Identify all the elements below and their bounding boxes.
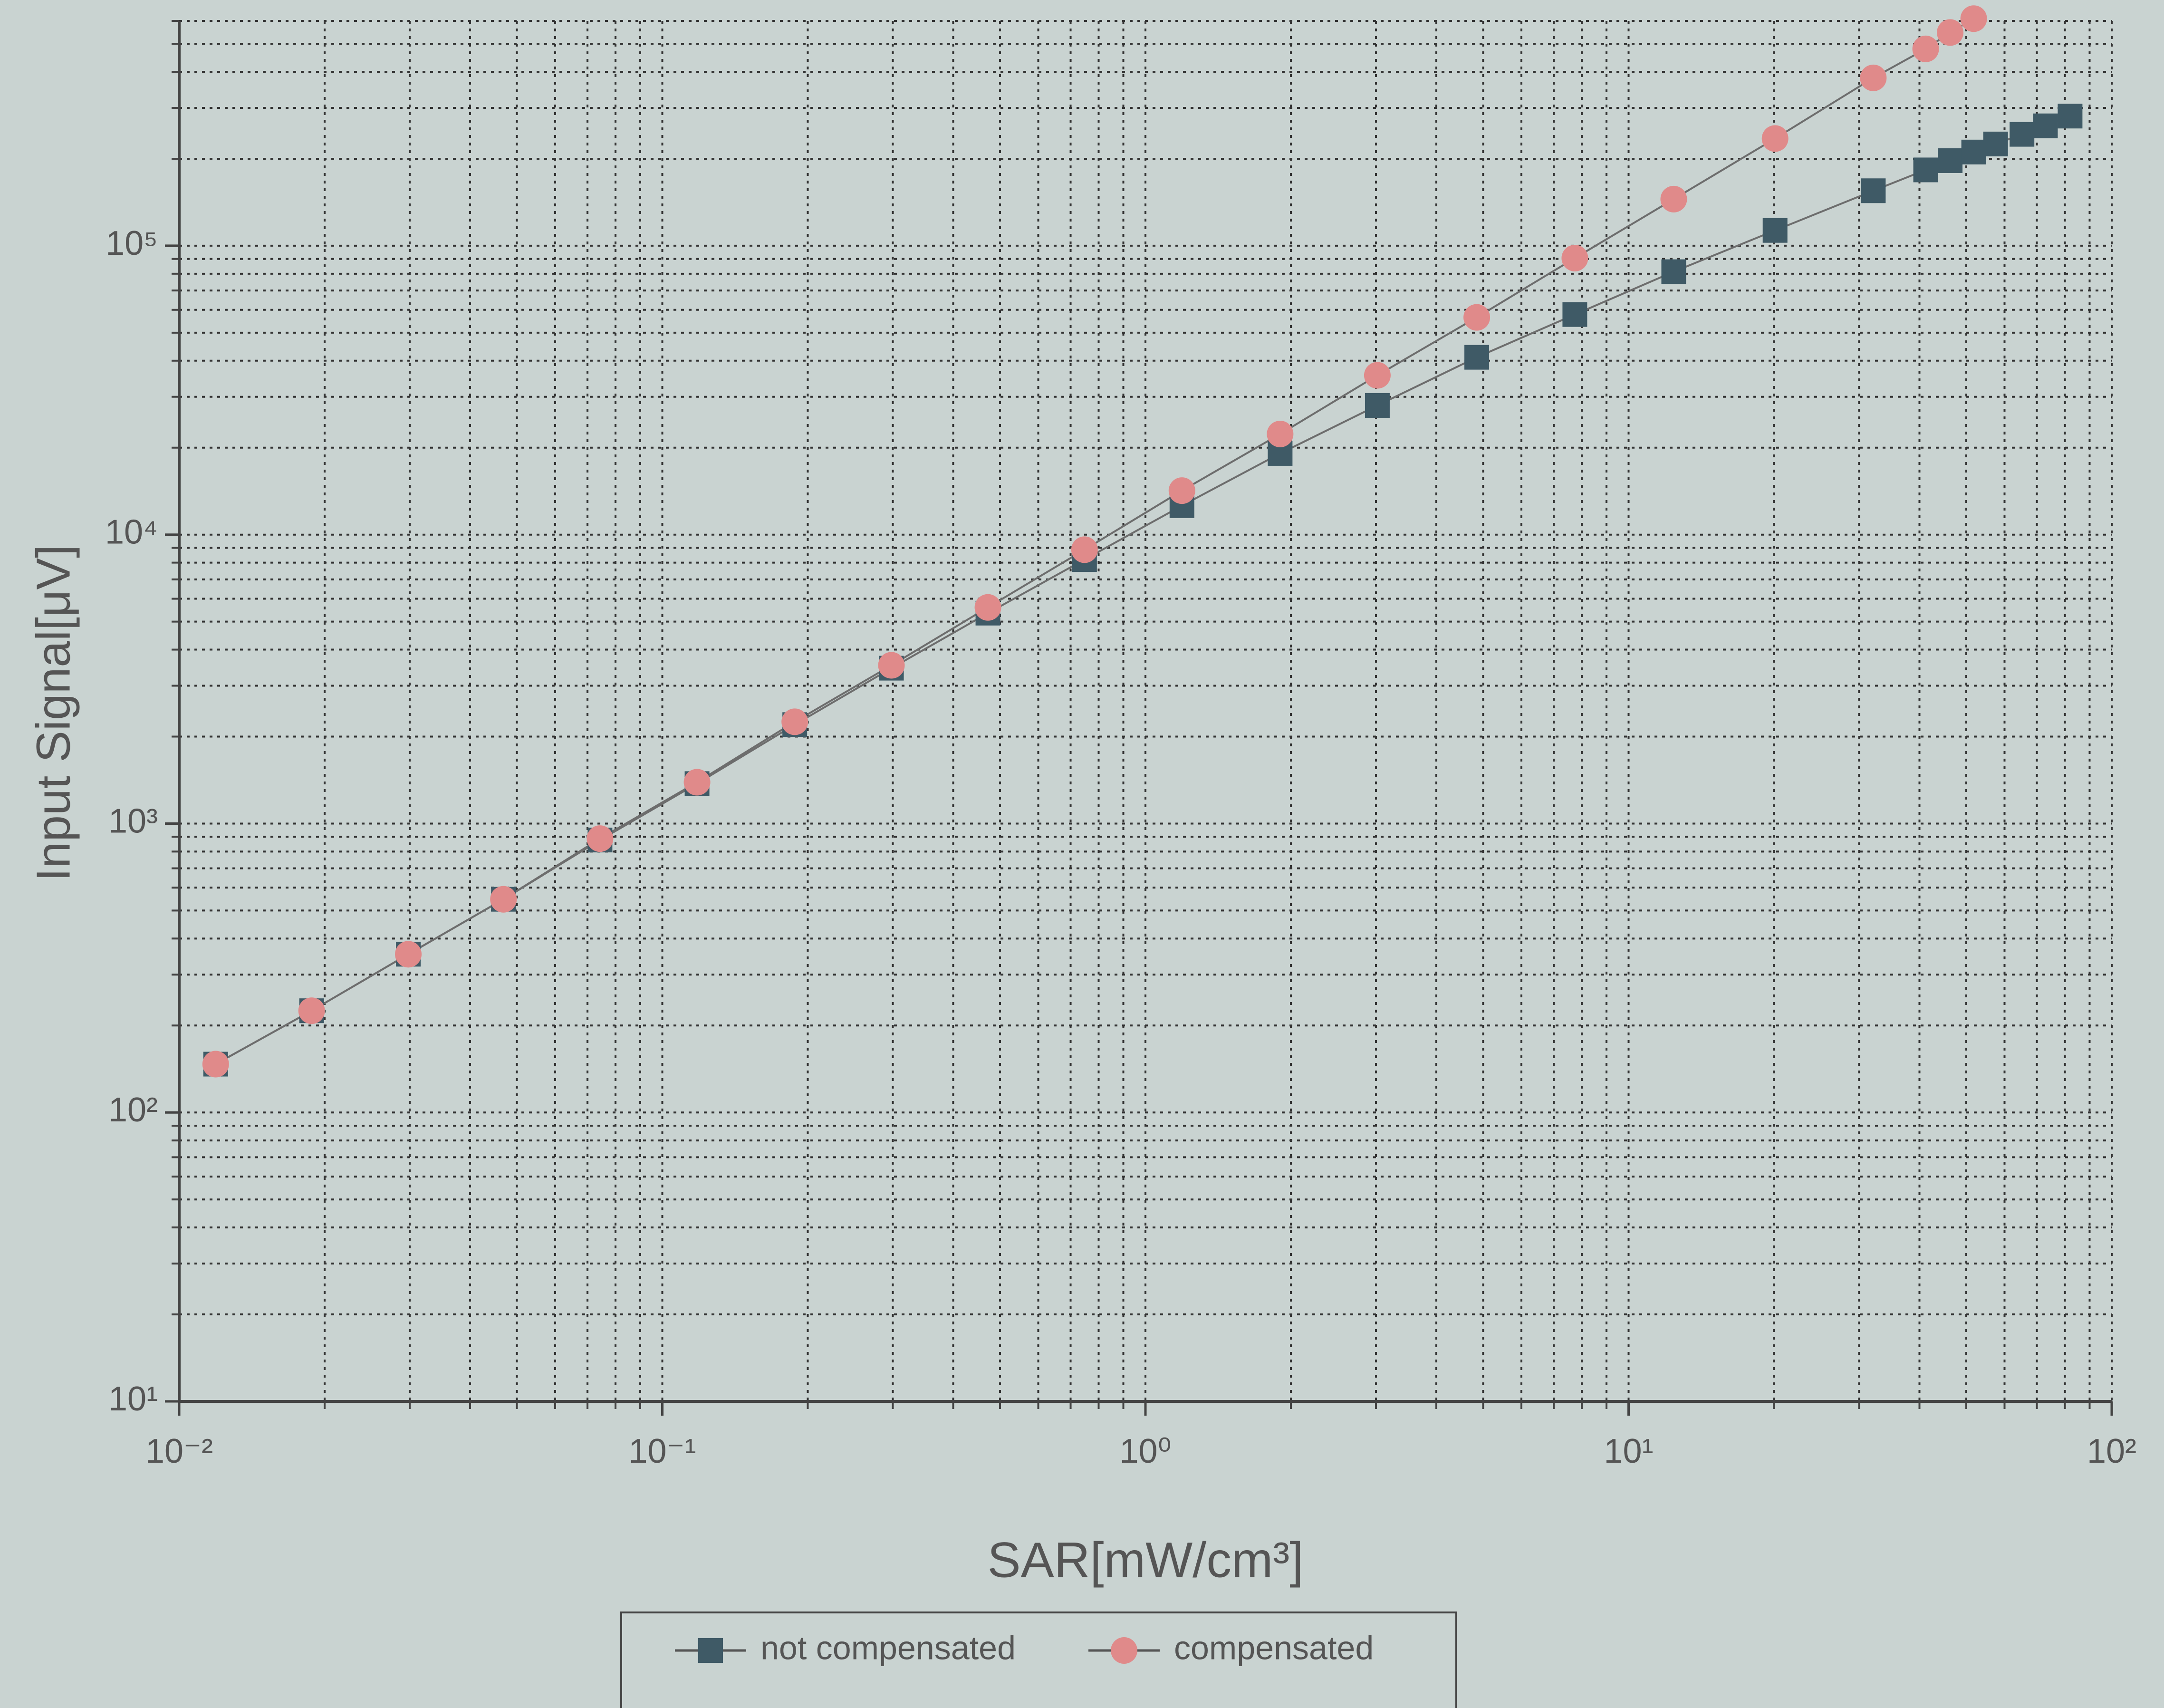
data-point [298, 997, 325, 1024]
y-axis-title: Input Signal[μV] [27, 545, 80, 881]
data-point [1860, 64, 1887, 91]
data-point [1761, 125, 1789, 152]
legend-marker [698, 1638, 723, 1663]
data-point [1071, 536, 1098, 563]
x-tick-label: 10⁻² [145, 1432, 213, 1470]
data-point [1562, 302, 1587, 327]
data-point [683, 769, 711, 796]
legend-label: not compensated [760, 1629, 1016, 1666]
data-point [1913, 157, 1938, 183]
x-tick-label: 10² [2087, 1432, 2136, 1470]
data-point [974, 594, 1001, 621]
data-point [202, 1051, 229, 1078]
x-tick-label: 10⁰ [1120, 1432, 1172, 1470]
data-point [1364, 362, 1391, 389]
data-point [1464, 345, 1490, 370]
y-tick-label: 10¹ [108, 1380, 158, 1418]
data-point [1267, 421, 1294, 448]
x-tick-label: 10⁻¹ [628, 1432, 696, 1470]
x-axis-title: SAR[mW/cm³] [988, 1533, 1304, 1588]
data-point [1912, 35, 1939, 62]
data-point [1861, 178, 1886, 203]
y-tick-label: 10⁴ [105, 513, 158, 551]
x-tick-label: 10¹ [1604, 1432, 1653, 1470]
data-point [1168, 477, 1195, 504]
data-point [1660, 185, 1687, 212]
data-point [878, 652, 905, 679]
data-point [1561, 244, 1588, 271]
data-point [1661, 259, 1686, 284]
y-tick-label: 10³ [108, 802, 158, 840]
data-point [587, 825, 614, 852]
data-point [2033, 113, 2058, 138]
data-point [2058, 104, 2083, 129]
data-point [490, 886, 517, 913]
data-point [781, 708, 808, 735]
y-tick-label: 10² [108, 1091, 158, 1129]
legend-marker [1111, 1637, 1137, 1664]
data-point [1463, 304, 1491, 331]
legend-label: compensated [1174, 1629, 1374, 1666]
y-tick-label: 10⁵ [106, 224, 158, 262]
data-point [1961, 139, 1986, 164]
data-point [1983, 131, 2008, 156]
legend-box [620, 1612, 1457, 1708]
data-point [1937, 19, 1964, 46]
data-point [1365, 393, 1390, 418]
data-point [1960, 5, 1987, 32]
data-point [1938, 148, 1963, 173]
data-point [395, 941, 422, 968]
data-point [1762, 218, 1788, 243]
data-point [2010, 122, 2035, 147]
